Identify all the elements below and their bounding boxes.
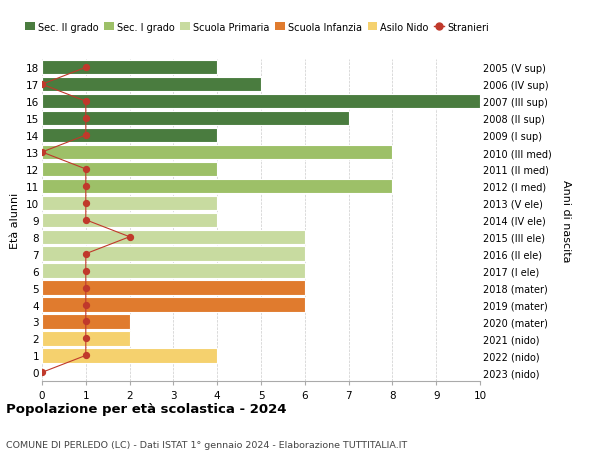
- Point: [81, 166, 91, 173]
- Bar: [42, 146, 392, 160]
- Bar: [42, 129, 217, 143]
- Point: [81, 301, 91, 308]
- Bar: [42, 298, 305, 312]
- Bar: [42, 78, 261, 92]
- Bar: [42, 264, 305, 278]
- Point: [81, 132, 91, 140]
- Point: [81, 115, 91, 123]
- Bar: [42, 196, 217, 211]
- Legend: Sec. II grado, Sec. I grado, Scuola Primaria, Scuola Infanzia, Asilo Nido, Stran: Sec. II grado, Sec. I grado, Scuola Prim…: [25, 23, 489, 33]
- Point: [81, 98, 91, 106]
- Text: COMUNE DI PERLEDO (LC) - Dati ISTAT 1° gennaio 2024 - Elaborazione TUTTITALIA.IT: COMUNE DI PERLEDO (LC) - Dati ISTAT 1° g…: [6, 440, 407, 449]
- Bar: [42, 230, 305, 244]
- Point: [37, 149, 47, 157]
- Y-axis label: Anni di nascita: Anni di nascita: [561, 179, 571, 262]
- Point: [81, 64, 91, 72]
- Point: [81, 183, 91, 190]
- Bar: [42, 247, 305, 261]
- Point: [81, 268, 91, 275]
- Point: [37, 369, 47, 376]
- Bar: [42, 281, 305, 295]
- Point: [125, 234, 134, 241]
- Bar: [42, 179, 392, 194]
- Bar: [42, 112, 349, 126]
- Point: [81, 200, 91, 207]
- Bar: [42, 95, 480, 109]
- Point: [81, 251, 91, 258]
- Bar: [42, 213, 217, 228]
- Bar: [42, 162, 217, 177]
- Point: [81, 335, 91, 342]
- Point: [81, 318, 91, 325]
- Bar: [42, 331, 130, 346]
- Bar: [42, 314, 130, 329]
- Point: [81, 284, 91, 291]
- Bar: [42, 61, 217, 75]
- Text: Popolazione per età scolastica - 2024: Popolazione per età scolastica - 2024: [6, 403, 287, 415]
- Point: [81, 217, 91, 224]
- Point: [81, 352, 91, 359]
- Y-axis label: Età alunni: Età alunni: [10, 192, 20, 248]
- Point: [37, 81, 47, 89]
- Bar: [42, 348, 217, 363]
